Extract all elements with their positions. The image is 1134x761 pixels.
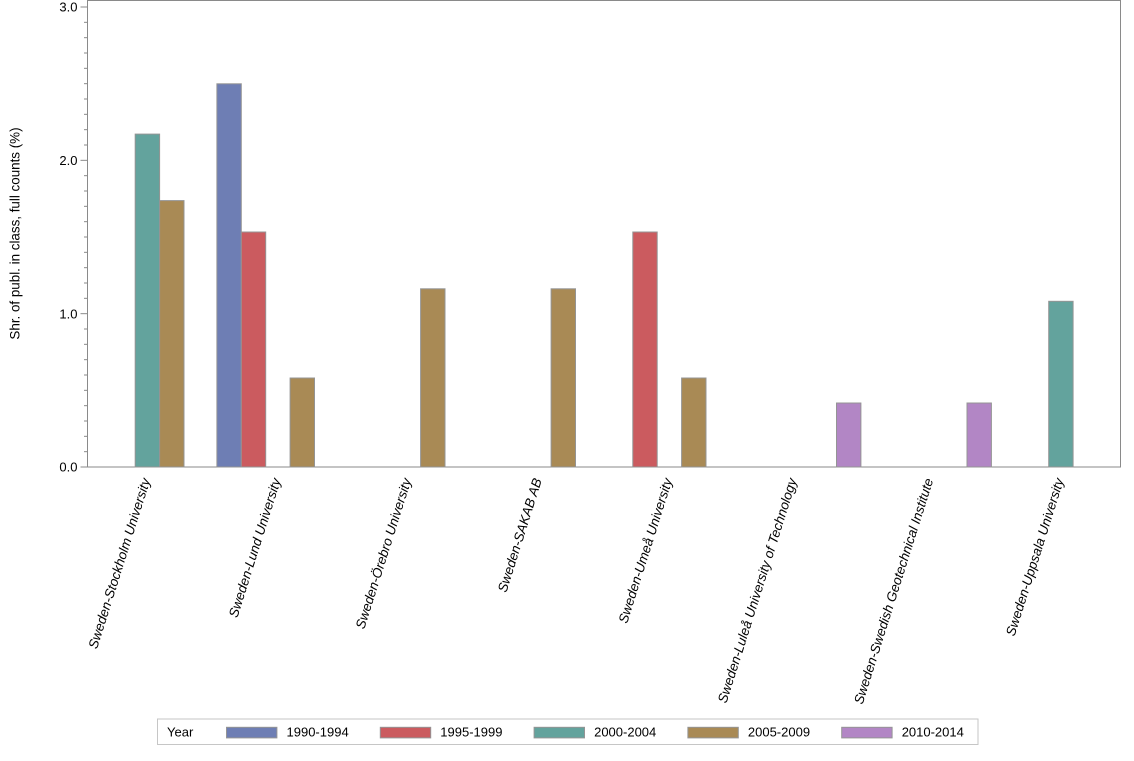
svg-text:Sweden-Luleå University of Tec: Sweden-Luleå University of Technology (715, 475, 800, 705)
svg-text:Sweden-Örebro University: Sweden-Örebro University (353, 475, 415, 631)
svg-text:Sweden-Uppsala University: Sweden-Uppsala University (1003, 475, 1067, 638)
svg-text:2.0: 2.0 (59, 153, 77, 168)
svg-text:1995-1999: 1995-1999 (440, 725, 502, 740)
svg-text:2005-2009: 2005-2009 (748, 725, 810, 740)
svg-text:Shr. of publ. in class, full c: Shr. of publ. in class, full counts (%) (8, 127, 23, 339)
svg-text:Sweden-Stockholm University: Sweden-Stockholm University (85, 475, 153, 650)
svg-text:2000-2004: 2000-2004 (594, 725, 656, 740)
svg-text:Sweden-Lund University: Sweden-Lund University (226, 475, 284, 619)
svg-text:Sweden-Swedish Geotechnical In: Sweden-Swedish Geotechnical Institute (851, 476, 936, 706)
svg-text:1.0: 1.0 (59, 306, 77, 321)
svg-text:Sweden-SAKAB AB: Sweden-SAKAB AB (495, 476, 545, 594)
svg-text:2010-2014: 2010-2014 (902, 725, 964, 740)
svg-text:Year: Year (167, 725, 194, 740)
svg-text:0.0: 0.0 (59, 460, 77, 475)
svg-text:3.0: 3.0 (59, 0, 77, 15)
svg-text:1990-1994: 1990-1994 (287, 725, 349, 740)
svg-text:Sweden-Umeå University: Sweden-Umeå University (616, 475, 676, 625)
